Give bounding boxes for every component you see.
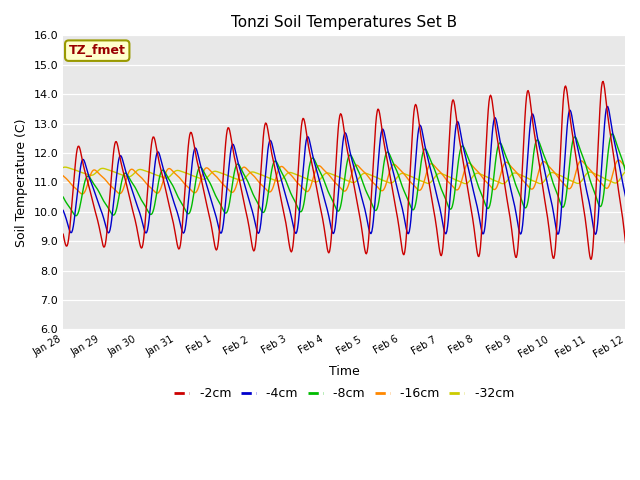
X-axis label: Time: Time (329, 365, 360, 378)
Y-axis label: Soil Temperature (C): Soil Temperature (C) (15, 118, 28, 247)
Text: TZ_fmet: TZ_fmet (68, 44, 125, 57)
Title: Tonzi Soil Temperatures Set B: Tonzi Soil Temperatures Set B (231, 15, 457, 30)
Legend:  -2cm,  -4cm,  -8cm,  -16cm,  -32cm: -2cm, -4cm, -8cm, -16cm, -32cm (169, 383, 519, 406)
